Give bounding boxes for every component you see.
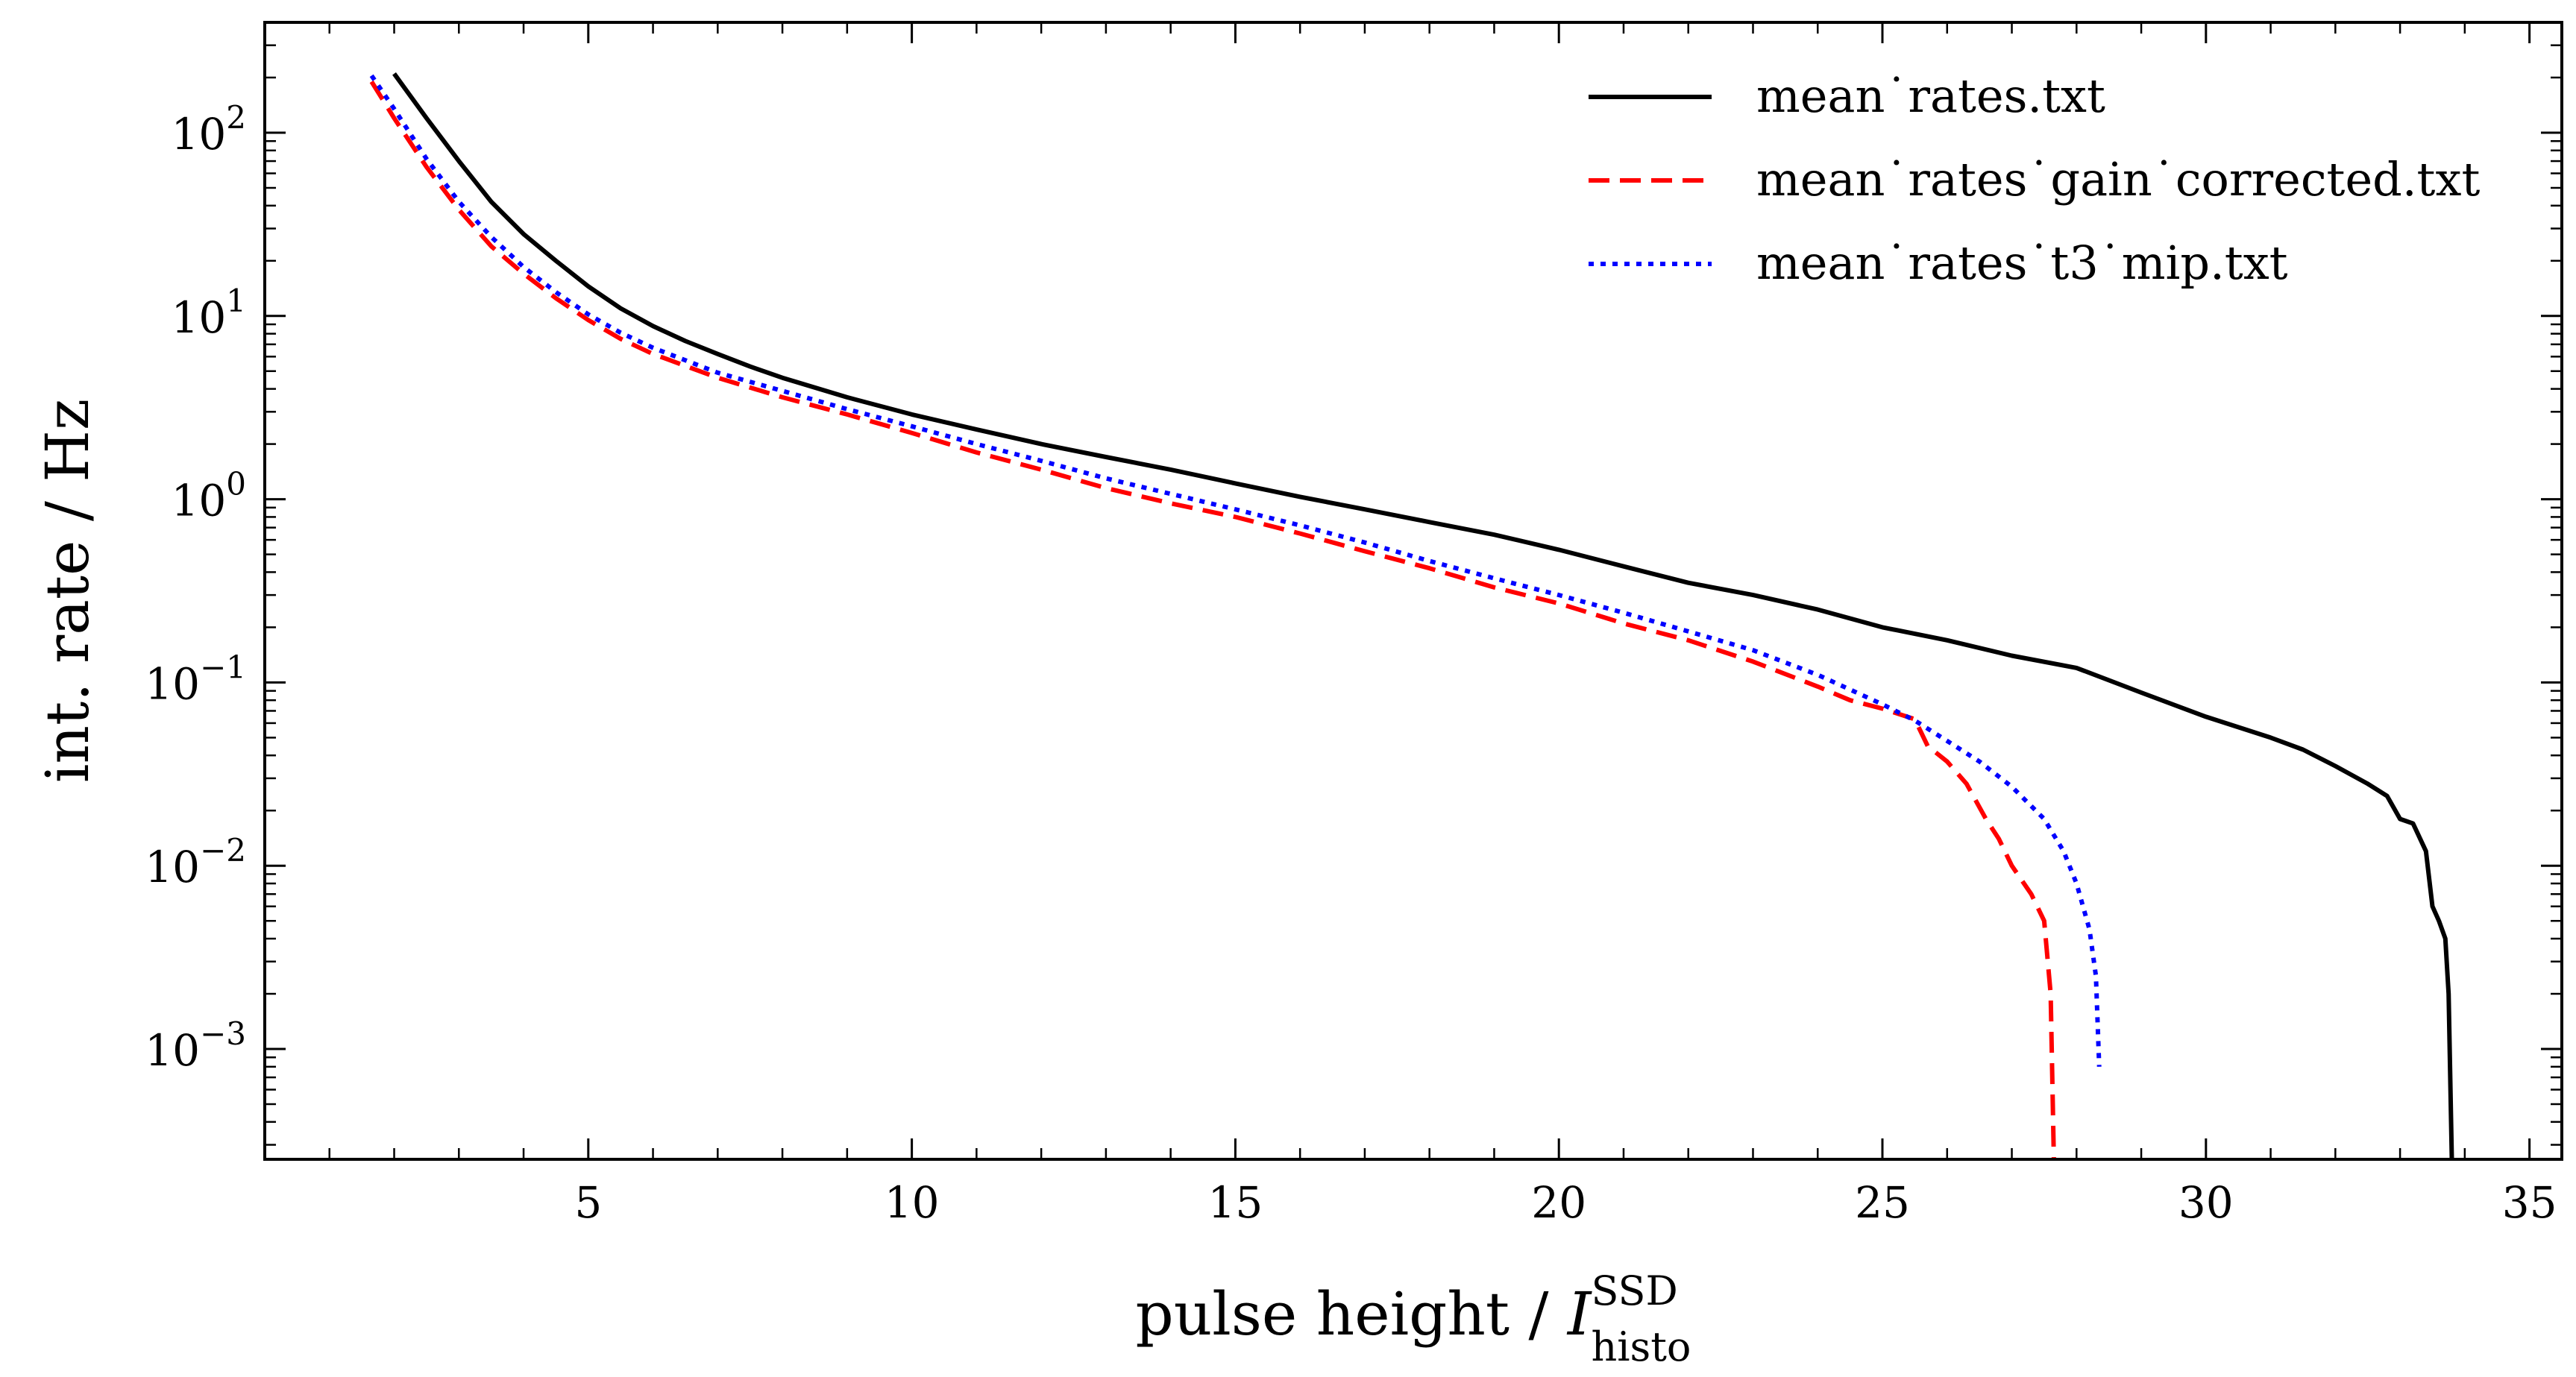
legend-label-3: mean˙rates˙t3˙mip.txt (1756, 236, 2288, 290)
y-tick-label: 101 (171, 283, 246, 343)
x-tick-label: 25 (1855, 1177, 1910, 1228)
x-tick-label: 30 (2178, 1177, 2234, 1228)
x-axis-label-superscript: SSD (1591, 1267, 1677, 1314)
y-tick-label: 100 (171, 466, 246, 526)
series-line-3 (369, 74, 2102, 1067)
x-axis-label: pulse height / ISSD histo (1136, 1267, 1691, 1370)
x-tick-label: 10 (885, 1177, 940, 1228)
plot-area-frame (263, 21, 2563, 1161)
y-tick-labels: 10−3 10−2 10−1 100 101 102 (145, 99, 246, 1076)
x-axis-label-main: pulse height / (1136, 1279, 1568, 1349)
y-tick-label: 10−3 (145, 1015, 246, 1076)
ticks-layer (265, 22, 2562, 1159)
x-tick-label: 35 (2502, 1177, 2557, 1228)
series-line-2 (369, 80, 2056, 1159)
x-axis-label-symbol: I (1566, 1279, 1592, 1349)
y-tick-label: 102 (171, 99, 246, 160)
y-tick-label: 10−1 (145, 649, 246, 709)
series-line-1 (392, 72, 2454, 1159)
legend: mean˙rates.txt mean˙rates˙gain˙corrected.… (1589, 69, 2480, 290)
x-axis-label-subscript: histo (1591, 1323, 1691, 1370)
x-tick-labels: 5 10 15 20 25 30 35 (574, 1177, 2557, 1228)
x-tick-label: 15 (1208, 1177, 1263, 1228)
y-axis-label: int. rate / Hz (33, 399, 102, 783)
series-layer (369, 72, 2454, 1159)
y-tick-label: 10−2 (145, 832, 246, 892)
legend-label-2: mean˙rates˙gain˙corrected.txt (1756, 152, 2480, 207)
legend-label-1: mean˙rates.txt (1756, 69, 2105, 123)
x-tick-label: 5 (574, 1177, 602, 1228)
x-tick-label: 20 (1531, 1177, 1586, 1228)
